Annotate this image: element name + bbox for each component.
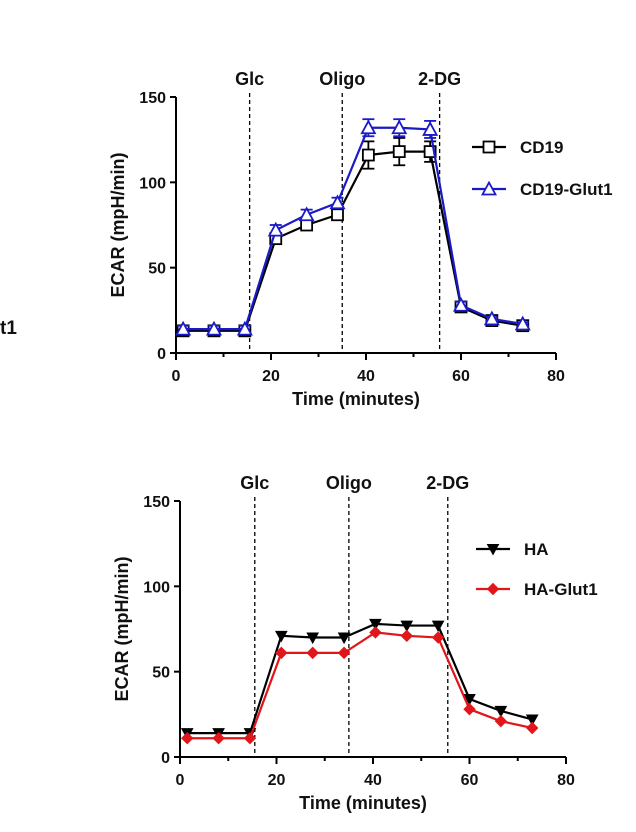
chart-0-series-line [183, 126, 523, 331]
chart-0-data-point [452, 296, 470, 312]
chart-0-data-point [267, 221, 284, 237]
chart-0-legend-label: CD19-Glut1 [520, 180, 613, 199]
chart-1-data-point [212, 732, 225, 745]
chart-1-data-point [243, 732, 257, 745]
chart-0-injection-label: 2-DG [418, 69, 461, 89]
chart-0-y-tick-label: 50 [148, 261, 166, 278]
chart-1-data-point [306, 632, 320, 645]
chart-0-data-point [331, 208, 344, 222]
chart-1-x-tick-label: 40 [364, 772, 382, 789]
chart-0-legend-label: CD19 [520, 138, 563, 157]
chart-ecar-cd19: 0 50 100 150 0 20 40 60 80 Time (minutes) ECAR (mp… [108, 69, 613, 409]
chart-1-data-point [526, 721, 539, 735]
chart-0-injection-label: Glc [235, 69, 264, 89]
chart-0-data-point [361, 148, 375, 162]
chart-1-series-line [187, 631, 533, 740]
chart-1-data-point [274, 630, 288, 643]
chart-1-y-tick-label: 0 [161, 750, 170, 767]
chart-1-data-point [494, 705, 508, 718]
chart-ecar-ha: 0 50 100 150 0 20 40 60 80 Time (minutes) ECAR (mp… [112, 473, 598, 813]
chart-1-y-tick-label: 100 [143, 579, 170, 596]
chart-0-data-point [298, 206, 315, 222]
chart-1-data-point [463, 693, 476, 706]
chart-0-injection-label: Oligo [319, 69, 365, 89]
chart-0-data-point [360, 119, 377, 135]
chart-0-x-tick-label: 80 [547, 368, 565, 385]
chart-0-data-point [392, 145, 406, 159]
chart-0-legend-marker [480, 180, 498, 196]
chart-1-legend-marker [486, 582, 500, 596]
chart-1-data-point [400, 629, 413, 643]
chart-1-legend-label: HA-Glut1 [524, 580, 598, 599]
chart-0-y-tick-label: 150 [139, 90, 166, 107]
chart-0-x-tick-label: 0 [172, 368, 181, 385]
chart-1-x-tick-label: 0 [176, 772, 185, 789]
chart-1-data-point [337, 632, 351, 645]
chart-1-injection-label: 2-DG [426, 473, 469, 493]
chart-1-data-point [494, 714, 508, 728]
cropped-edge-label: t1 [0, 318, 17, 339]
chart-1-series-line [187, 622, 533, 735]
chart-0-legend-marker [482, 140, 496, 154]
chart-0-y-axis-label: ECAR (mpH/min) [108, 153, 128, 298]
chart-1-data-point [369, 618, 382, 631]
chart-0-data-point [483, 310, 500, 326]
chart-0-data-point [514, 315, 531, 331]
chart-1-y-tick-label: 50 [152, 665, 170, 682]
chart-1-injection-label: Oligo [326, 473, 372, 493]
chart-1-x-tick-label: 80 [557, 772, 575, 789]
chart-1-series-0 [180, 618, 539, 740]
chart-1-x-tick-label: 60 [461, 772, 479, 789]
chart-1-data-point [275, 646, 288, 660]
chart-1-legend-marker [486, 544, 500, 556]
chart-0-data-point [423, 145, 437, 159]
chart-1-data-point [463, 703, 476, 716]
chart-0-y-tick-label: 100 [139, 175, 166, 192]
chart-1-data-point [431, 631, 445, 644]
chart-0-x-tick-label: 60 [452, 368, 470, 385]
chart-0-data-point [175, 320, 192, 336]
chart-0-series-1 [175, 118, 531, 336]
chart-1-data-point [306, 646, 319, 660]
chart-0-data-point [391, 119, 408, 135]
chart-0-data-point [329, 194, 346, 210]
chart-1-data-point [369, 626, 382, 639]
chart-1-x-tick-label: 20 [268, 772, 286, 789]
chart-0-x-tick-label: 20 [262, 368, 280, 385]
chart-1-data-point [400, 620, 414, 633]
chart-1-y-tick-label: 150 [143, 494, 170, 511]
chart-0-data-point [205, 320, 223, 336]
chart-0-x-axis-label: Time (minutes) [292, 389, 420, 409]
chart-0-y-tick-label: 0 [157, 346, 166, 363]
chart-1-data-point [337, 646, 351, 660]
chart-1-data-point [181, 732, 194, 745]
chart-1-x-axis-label: Time (minutes) [299, 793, 427, 813]
chart-1-data-point [525, 714, 539, 726]
chart-1-injection-label: Glc [240, 473, 269, 493]
chart-1-series-1 [181, 626, 539, 745]
chart-0-series-line [183, 150, 523, 332]
chart-1-data-point [431, 620, 445, 633]
chart-0-data-point [422, 121, 439, 136]
chart-0-data-point [236, 320, 253, 336]
chart-1-legend-label: HA [524, 540, 549, 559]
chart-1-y-axis-label: ECAR (mpH/min) [112, 557, 132, 702]
chart-0-x-tick-label: 40 [357, 368, 375, 385]
